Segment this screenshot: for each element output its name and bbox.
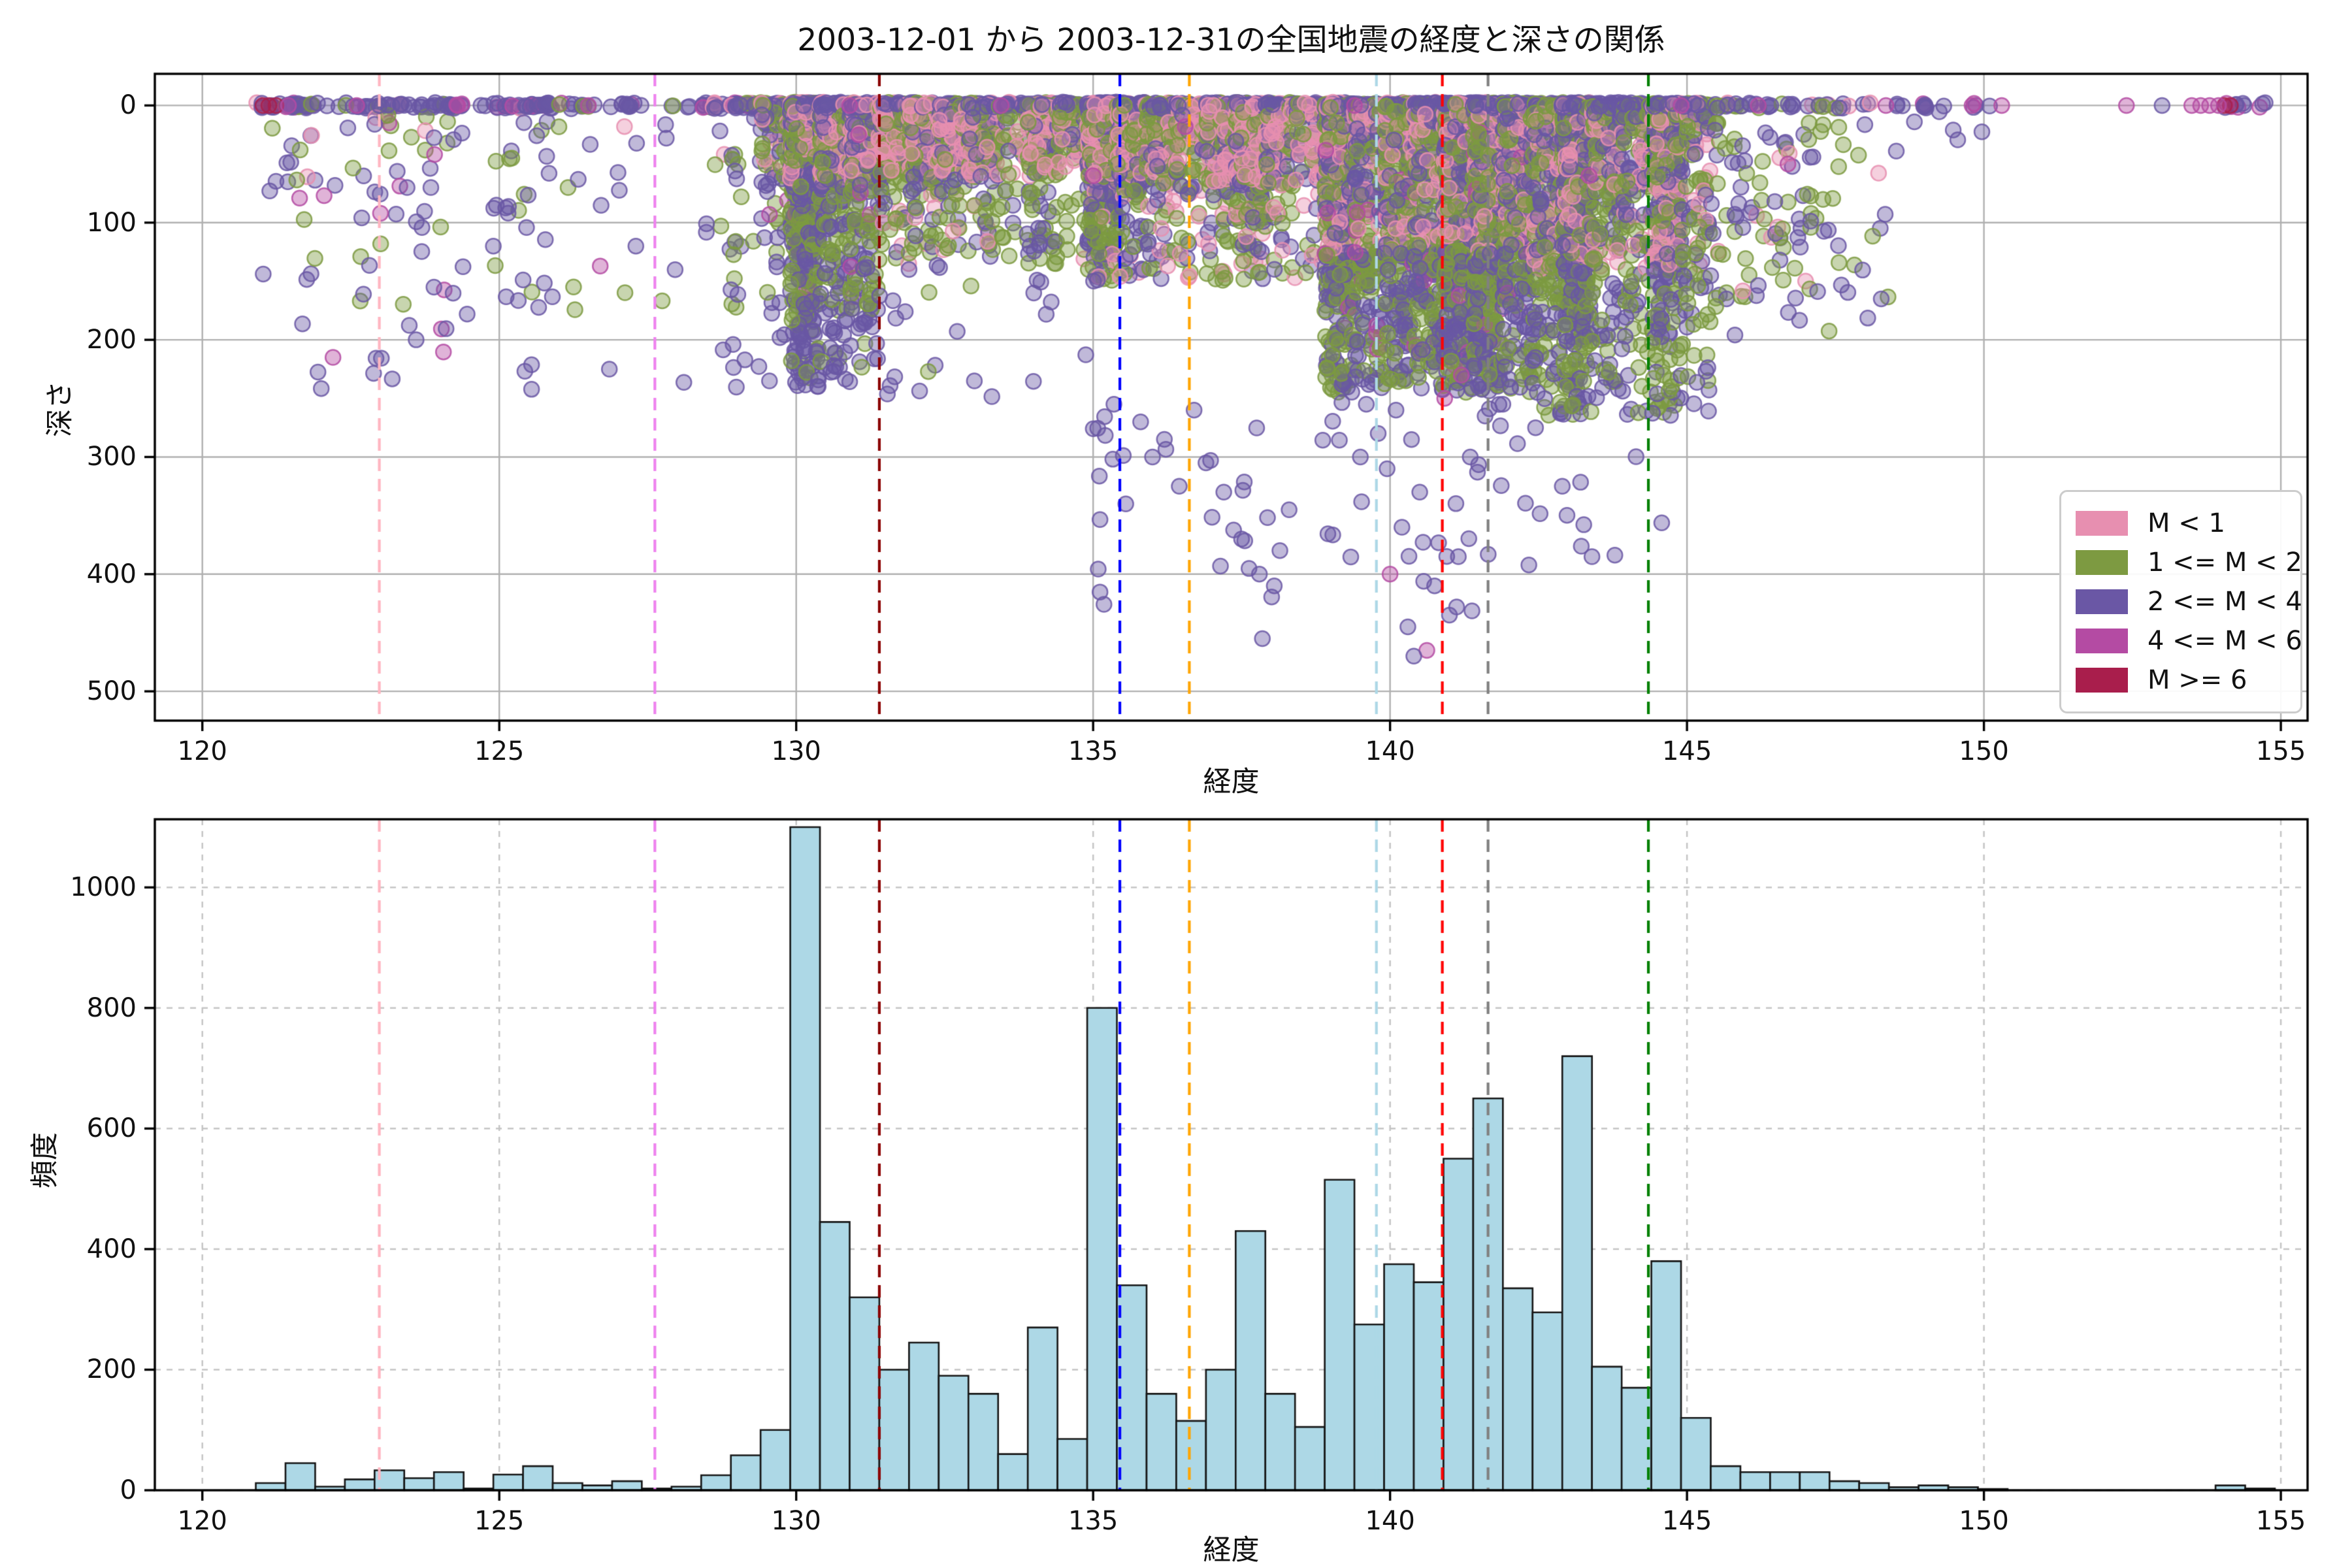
legend-color-swatch bbox=[2076, 589, 2128, 614]
scatter-y-tick-label: 200 bbox=[86, 325, 137, 355]
hist-y-tick-label: 800 bbox=[86, 992, 137, 1023]
hist-x-tick-label: 145 bbox=[1661, 1506, 1712, 1536]
hist-y-tick-label: 200 bbox=[86, 1354, 137, 1385]
hist-y-tick-label: 600 bbox=[86, 1113, 137, 1144]
legend-label: M < 1 bbox=[2148, 508, 2225, 538]
scatter-x-tick-label: 145 bbox=[1661, 736, 1712, 766]
scatter-ylabel: 深さ bbox=[44, 381, 76, 437]
scatter-y-tick-label: 300 bbox=[86, 442, 137, 472]
hist-x-tick-label: 150 bbox=[1959, 1506, 2009, 1536]
scatter-x-tick-label: 140 bbox=[1365, 736, 1415, 766]
magnitude-legend: M < 1 1 <= M < 2 2 <= M < 4 4 <= M < 6 M >= … bbox=[2059, 490, 2302, 713]
scatter-x-tick-label: 125 bbox=[474, 736, 525, 766]
legend-color-swatch bbox=[2076, 629, 2128, 653]
scatter-x-tick-label: 135 bbox=[1068, 736, 1119, 766]
hist-x-tick-label: 125 bbox=[474, 1506, 525, 1536]
legend-color-swatch bbox=[2076, 550, 2128, 575]
hist-x-tick-label: 130 bbox=[771, 1506, 821, 1536]
hist-y-tick-label: 1000 bbox=[70, 872, 137, 903]
scatter-y-tick-label: 400 bbox=[86, 559, 137, 589]
scatter-x-tick-label: 150 bbox=[1959, 736, 2009, 766]
legend-label: 2 <= M < 4 bbox=[2148, 587, 2302, 617]
hist-y-tick-label: 400 bbox=[86, 1233, 137, 1264]
legend-item: 2 <= M < 4 bbox=[2076, 582, 2302, 621]
scatter-x-tick-label: 120 bbox=[177, 736, 227, 766]
legend-item: M >= 6 bbox=[2076, 661, 2283, 700]
hist-x-tick-label: 135 bbox=[1068, 1506, 1119, 1536]
scatter-y-tick-label: 500 bbox=[86, 676, 137, 707]
hist-x-tick-label: 120 bbox=[177, 1506, 227, 1536]
figure-title: 2003-12-01 から 2003-12-31の全国地震の経度と深さの関係 bbox=[797, 22, 1665, 58]
hist-xlabel: 経度 bbox=[1203, 1534, 1260, 1567]
scatter-y-tick-label: 100 bbox=[86, 207, 137, 238]
scatter-y-tick-label: 0 bbox=[120, 90, 137, 121]
legend-item: 4 <= M < 6 bbox=[2076, 621, 2302, 661]
legend-color-swatch bbox=[2076, 668, 2128, 693]
legend-color-swatch bbox=[2076, 511, 2128, 536]
hist-ylabel: 頻度 bbox=[29, 1132, 61, 1188]
hist-y-tick-label: 0 bbox=[120, 1475, 137, 1505]
hist-x-tick-label: 155 bbox=[2255, 1506, 2306, 1536]
legend-label: 1 <= M < 2 bbox=[2148, 547, 2302, 578]
scatter-x-tick-label: 155 bbox=[2255, 736, 2306, 766]
legend-label: 4 <= M < 6 bbox=[2148, 626, 2302, 656]
legend-item: M < 1 bbox=[2076, 504, 2283, 543]
scatter-xlabel: 経度 bbox=[1203, 766, 1260, 798]
legend-label: M >= 6 bbox=[2148, 665, 2247, 695]
legend-item: 1 <= M < 2 bbox=[2076, 543, 2302, 582]
scatter-x-tick-label: 130 bbox=[771, 736, 821, 766]
hist-x-tick-label: 140 bbox=[1365, 1506, 1415, 1536]
